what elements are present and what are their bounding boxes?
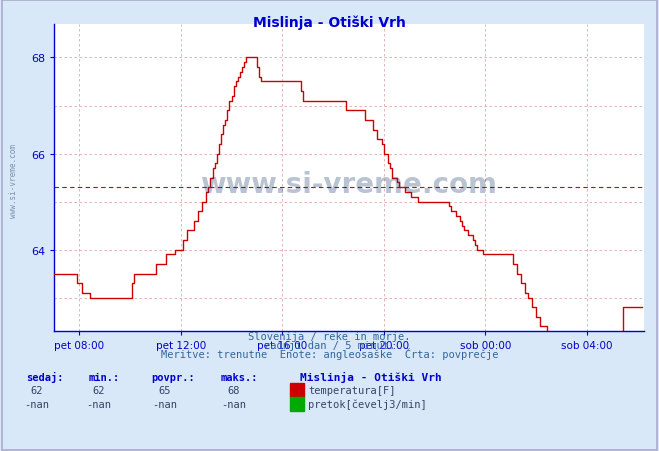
Text: min.:: min.: [89, 372, 120, 382]
Text: -nan: -nan [86, 399, 111, 409]
Text: 62: 62 [30, 385, 42, 395]
Text: Meritve: trenutne  Enote: angleosaške  Črta: povprečje: Meritve: trenutne Enote: angleosaške Črt… [161, 347, 498, 359]
Text: pretok[čevelj3/min]: pretok[čevelj3/min] [308, 399, 427, 409]
Text: Mislinja - Otiški Vrh: Mislinja - Otiški Vrh [253, 16, 406, 30]
Text: -nan: -nan [221, 399, 246, 409]
Text: -nan: -nan [152, 399, 177, 409]
Text: Mislinja - Otiški Vrh: Mislinja - Otiški Vrh [300, 371, 442, 382]
Text: povpr.:: povpr.: [152, 372, 195, 382]
Text: www.si-vreme.com: www.si-vreme.com [9, 143, 18, 217]
Text: -nan: -nan [24, 399, 49, 409]
Text: Slovenija / reke in morje.: Slovenija / reke in morje. [248, 331, 411, 341]
Text: 62: 62 [93, 385, 105, 395]
Text: zadnji dan / 5 minut.: zadnji dan / 5 minut. [264, 340, 395, 350]
Text: temperatura[F]: temperatura[F] [308, 385, 396, 395]
Text: maks.:: maks.: [221, 372, 258, 382]
Text: www.si-vreme.com: www.si-vreme.com [200, 170, 498, 198]
Text: 68: 68 [228, 385, 240, 395]
Text: sedaj:: sedaj: [26, 371, 64, 382]
Text: 65: 65 [159, 385, 171, 395]
